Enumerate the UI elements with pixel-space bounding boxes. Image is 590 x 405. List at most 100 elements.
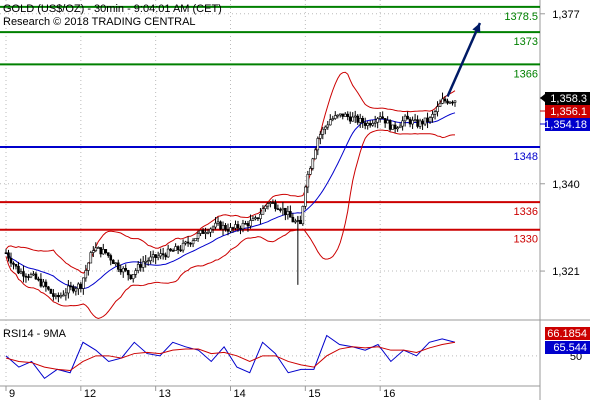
candle-body	[413, 119, 417, 121]
last-value-label: 1,356.1	[550, 106, 587, 118]
candle-body	[239, 227, 242, 230]
candle-body	[314, 149, 317, 160]
candle-body	[101, 249, 105, 255]
level-label: 1348	[514, 151, 538, 163]
projection-arrow	[446, 22, 482, 97]
candle-body	[121, 268, 125, 273]
rsi-last-label: 65.544	[553, 342, 587, 354]
chart-credit: Research © 2018 TRADING CENTRAL	[3, 16, 196, 28]
candle-body	[348, 116, 352, 122]
candle-body	[64, 292, 68, 296]
candle-body	[69, 285, 73, 288]
level-label: 1336	[514, 206, 538, 218]
rsi-last-label: 66.1854	[547, 328, 587, 340]
candle-body	[144, 260, 147, 263]
candle-body	[289, 211, 292, 218]
candle-body	[219, 221, 222, 230]
candle-body	[174, 246, 177, 251]
candle-body	[286, 211, 290, 215]
y-tick-label: 1,377	[552, 9, 580, 21]
candle-body	[361, 118, 365, 124]
candle-body	[4, 252, 8, 254]
candle-body	[376, 118, 379, 123]
candle-body	[106, 252, 110, 256]
candle-body	[321, 128, 325, 135]
candle-body	[37, 278, 40, 281]
candle-body	[156, 255, 160, 259]
candle-body	[234, 224, 237, 229]
candle-body	[184, 241, 187, 244]
last-value-badge	[545, 92, 590, 105]
candle-body	[284, 207, 287, 215]
candle-body	[291, 216, 295, 223]
last-value-label: 1,354.18	[544, 119, 587, 131]
candle-body	[249, 220, 252, 227]
candle-body	[206, 231, 210, 234]
candle-body	[49, 288, 53, 294]
candle-body	[77, 283, 80, 290]
level-label: 1366	[514, 68, 538, 80]
candle-body	[42, 281, 45, 287]
candle-body	[111, 259, 115, 264]
badge-layer: 1,358.31,356.11,354.18 66.1854 65.544	[540, 92, 590, 354]
candle-body	[109, 255, 113, 261]
candle-body	[166, 248, 170, 258]
candle-body	[164, 254, 167, 258]
candle-body	[149, 256, 152, 261]
candle-body	[151, 254, 155, 258]
candle-body	[418, 120, 422, 127]
candle-body	[251, 218, 255, 221]
candle-body	[371, 123, 374, 126]
candle-body	[39, 278, 43, 287]
candle-body	[279, 209, 282, 211]
candle-body	[116, 262, 120, 270]
rsi-series-9MA	[5, 341, 456, 371]
candle-body	[211, 226, 215, 230]
candle-body	[388, 120, 392, 130]
candle-body	[336, 114, 340, 117]
candle-body	[89, 252, 93, 264]
candle-body	[214, 222, 217, 228]
candle-body	[366, 123, 369, 126]
candle-body	[154, 254, 157, 259]
candle-body	[216, 221, 220, 224]
candle-body	[84, 270, 88, 279]
last-value-badge	[545, 105, 590, 118]
candle-body	[294, 220, 297, 223]
candle-body	[87, 262, 90, 271]
candle-body	[421, 120, 424, 125]
rsi-pane	[0, 322, 540, 384]
candle-body	[47, 286, 50, 290]
price-pointer	[540, 94, 545, 102]
arrow-layer	[446, 22, 482, 97]
candle-body	[159, 253, 162, 257]
candle-body	[391, 124, 394, 130]
candle-body	[328, 119, 332, 126]
candle-body	[356, 115, 360, 123]
candle-body	[451, 101, 454, 104]
candle-body	[32, 273, 35, 276]
last-value-badge	[545, 118, 590, 131]
candle-body	[323, 126, 327, 130]
candle-body	[229, 227, 232, 232]
x-tick-label: 14	[234, 388, 246, 400]
candle-body	[441, 98, 444, 104]
candle-body	[351, 116, 355, 122]
candle-body	[396, 127, 399, 130]
candle-body	[428, 117, 432, 123]
candle-body	[443, 98, 447, 102]
candle-body	[52, 293, 55, 297]
candles-layer	[4, 92, 457, 303]
candle-body	[57, 294, 60, 298]
candle-body	[453, 100, 457, 103]
candle-body	[274, 202, 277, 209]
candle-body	[82, 277, 85, 289]
candle-body	[423, 117, 427, 125]
y-tick-label: 1,321	[552, 266, 580, 278]
candle-body	[316, 138, 320, 151]
candle-body	[224, 225, 227, 230]
candle-body	[318, 134, 322, 139]
candle-body	[126, 270, 130, 276]
candle-body	[191, 240, 195, 245]
main-pane	[0, 0, 540, 317]
